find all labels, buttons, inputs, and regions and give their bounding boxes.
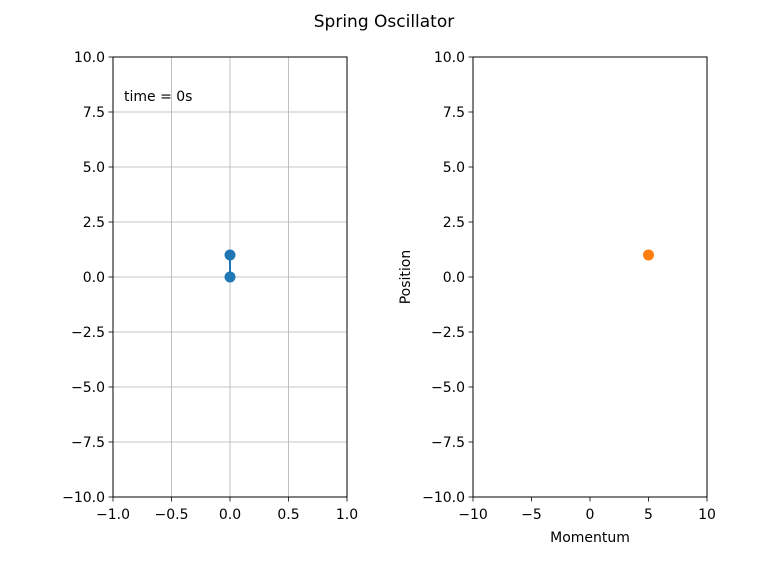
x-tick-label: −10 <box>458 507 488 523</box>
y-tick-label: −2.5 <box>71 325 105 341</box>
x-axis-label: Momentum <box>550 530 630 546</box>
x-tick-label: 10 <box>698 507 716 523</box>
y-tick-label: 7.5 <box>83 105 105 121</box>
x-tick-label: 0 <box>586 507 595 523</box>
data-point <box>224 271 236 283</box>
x-tick-label: 1.0 <box>336 507 358 523</box>
x-tick-label: −5 <box>521 507 542 523</box>
y-tick-label: −5.0 <box>71 380 105 396</box>
data-point <box>224 249 236 261</box>
x-tick-label: 0.5 <box>277 507 299 523</box>
x-tick-label: 0.0 <box>219 507 241 523</box>
axes-frame <box>112 56 348 498</box>
y-tick-label: −2.5 <box>431 325 465 341</box>
y-tick-label: 10.0 <box>434 50 465 66</box>
y-tick-label: −7.5 <box>431 435 465 451</box>
y-tick-label: −5.0 <box>431 380 465 396</box>
y-tick-label: 2.5 <box>83 215 105 231</box>
data-point <box>643 249 654 261</box>
y-tick-label: −7.5 <box>71 435 105 451</box>
y-tick-label: −10.0 <box>422 490 465 506</box>
x-tick-label: −1.0 <box>96 507 130 523</box>
y-tick-label: 10.0 <box>74 50 105 66</box>
y-tick-label: 2.5 <box>443 215 465 231</box>
y-tick-label: 5.0 <box>83 160 105 176</box>
y-axis-label: Position <box>398 250 414 305</box>
time-annotation: time = 0s <box>124 89 192 105</box>
y-tick-label: 0.0 <box>443 270 465 286</box>
phase-space-panel: −10 −5 0 5 10 −10.0 −7.5 −5.0 −2.5 0.0 2.5 5.0 7.5 10… <box>398 50 716 546</box>
spring-position-panel: −1.0 −0.5 0.0 0.5 1.0 −10.0 −7.5 −5.0 −2.5 0.0 2.5… <box>62 50 358 523</box>
y-tick-label: 0.0 <box>83 270 105 286</box>
y-tick-label: 7.5 <box>443 105 465 121</box>
y-tick-label: 5.0 <box>443 160 465 176</box>
x-tick-label: 5 <box>644 507 653 523</box>
figure-suptitle: Spring Oscillator <box>314 12 455 32</box>
x-tick-label: −0.5 <box>155 507 189 523</box>
axes-frame <box>472 56 708 498</box>
y-tick-label: −10.0 <box>62 490 105 506</box>
